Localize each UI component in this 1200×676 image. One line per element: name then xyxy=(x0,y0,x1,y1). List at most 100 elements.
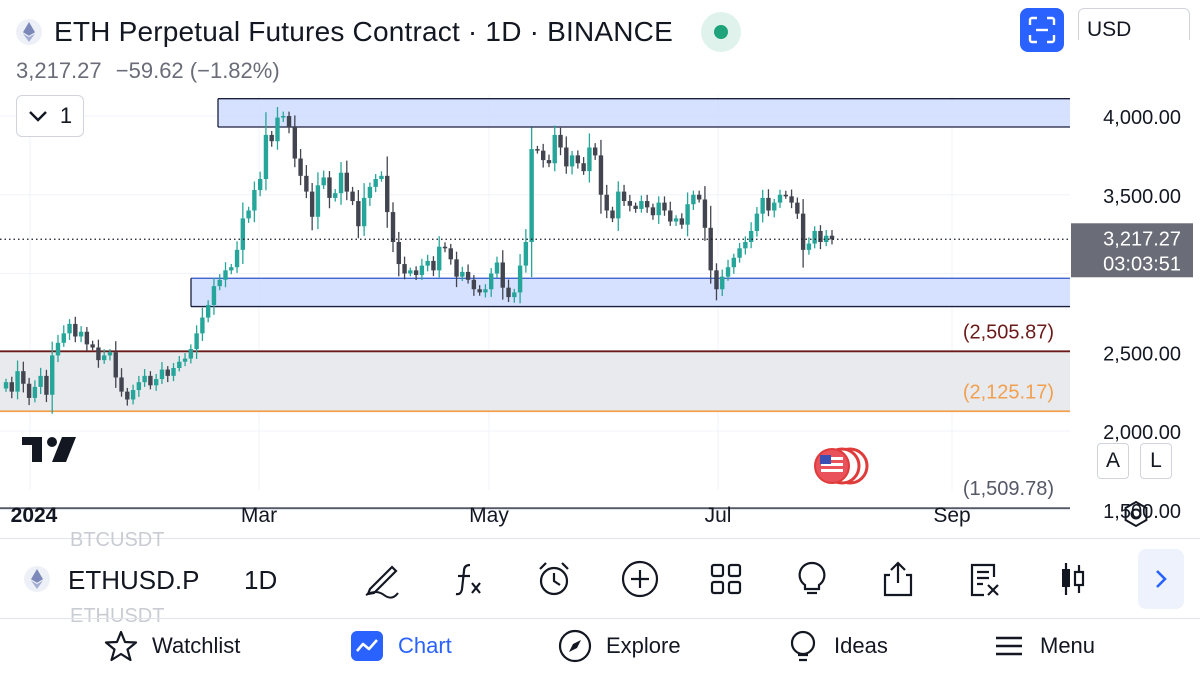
candle-body xyxy=(575,155,581,164)
nav-menu[interactable]: Menu xyxy=(992,629,1095,663)
auto-scale-button[interactable]: A xyxy=(1097,443,1129,479)
candle xyxy=(390,202,396,253)
interval-selector[interactable]: 1D xyxy=(244,565,278,595)
candle xyxy=(800,199,806,268)
indicators-icon[interactable] xyxy=(448,559,488,599)
nav-menu-label: Menu xyxy=(1040,633,1096,658)
candle xyxy=(304,165,309,199)
candle-body xyxy=(789,196,794,203)
candle xyxy=(194,325,199,359)
toolbar-more-button[interactable] xyxy=(1138,549,1184,609)
candle xyxy=(806,237,812,255)
candle-body xyxy=(465,271,471,280)
last-price-tag xyxy=(1071,223,1193,278)
candle-body xyxy=(257,179,263,191)
candle-body xyxy=(650,207,656,216)
candle-body xyxy=(708,227,713,271)
candle xyxy=(315,172,321,230)
candle-body xyxy=(402,264,407,274)
symbol-title[interactable]: ETH Perpetual Futures Contract · 1D · BI… xyxy=(54,16,673,47)
candle-body xyxy=(338,172,344,194)
candle xyxy=(148,371,153,390)
candle xyxy=(829,230,835,245)
candle-body xyxy=(529,149,534,242)
candle-body xyxy=(633,205,638,209)
candle-body xyxy=(437,246,442,271)
candle xyxy=(581,157,586,175)
candle-body xyxy=(315,185,321,217)
candle-body xyxy=(592,147,598,156)
settings-icon[interactable] xyxy=(1122,500,1150,528)
log-scale-button[interactable]: L xyxy=(1140,443,1172,479)
nav-ideas[interactable]: Ideas xyxy=(786,629,888,663)
chart-toolbar: BTCUSDT ETHUSDT ETHUSD.P 1D xyxy=(0,529,1200,627)
candle-body xyxy=(246,210,251,219)
candle xyxy=(743,236,748,255)
nav-explore[interactable]: Explore xyxy=(558,629,681,663)
candle xyxy=(165,366,170,383)
candle-body xyxy=(321,177,326,186)
chart-header: ETH Perpetual Futures Contract · 1D · BI… xyxy=(0,0,1200,95)
remove-drawings-icon[interactable] xyxy=(964,559,1004,599)
fullscreen-button[interactable] xyxy=(1020,8,1064,52)
nav-chart[interactable]: Chart xyxy=(350,629,452,663)
price-chart[interactable]: (2,505.87) (2,125.17) (1,509.78) 4,000.00 3,… xyxy=(0,0,1200,538)
candle-body xyxy=(96,347,101,361)
candle xyxy=(789,189,794,209)
candle xyxy=(333,189,338,202)
candle xyxy=(263,112,269,191)
add-icon[interactable] xyxy=(620,559,660,599)
candle xyxy=(413,266,419,281)
candle xyxy=(217,274,222,291)
candle-body xyxy=(656,202,661,216)
candle-body xyxy=(454,259,459,277)
candle xyxy=(78,326,84,343)
candle-body xyxy=(356,201,361,227)
candle-body xyxy=(512,292,517,298)
candle xyxy=(714,263,719,301)
candle xyxy=(286,111,292,134)
candle-body xyxy=(165,369,170,376)
candle-body xyxy=(182,358,188,362)
candle xyxy=(783,190,788,199)
ideas-lightbulb-icon[interactable] xyxy=(792,559,832,599)
ethereum-logo-icon xyxy=(24,566,50,592)
zone-range xyxy=(0,351,1070,412)
indicator-collapse-button[interactable]: 1 xyxy=(16,95,84,137)
candle-body xyxy=(217,279,222,287)
drawing-tools-icon[interactable] xyxy=(362,559,402,599)
candle xyxy=(234,241,240,273)
candle-body xyxy=(333,193,338,198)
candle xyxy=(725,259,731,281)
candle-body xyxy=(396,242,401,265)
candle xyxy=(246,206,251,223)
candle xyxy=(396,231,401,277)
chart-type-candles-icon[interactable] xyxy=(1052,559,1092,599)
candle xyxy=(696,190,702,203)
candle-body xyxy=(616,191,621,219)
candle xyxy=(766,189,771,217)
alert-clock-icon[interactable] xyxy=(534,559,574,599)
candle-body xyxy=(783,194,788,197)
candle xyxy=(188,344,194,364)
candle-body xyxy=(679,218,685,225)
market-status-indicator[interactable] xyxy=(700,12,741,52)
level-label: (2,125.17) xyxy=(963,381,1054,403)
candle xyxy=(552,125,557,172)
candle-body xyxy=(500,262,505,288)
candle xyxy=(113,341,118,388)
layout-grid-icon[interactable] xyxy=(706,559,746,599)
candle xyxy=(153,373,159,391)
share-icon[interactable] xyxy=(878,559,918,599)
nav-watchlist[interactable]: Watchlist xyxy=(104,629,240,663)
candle-body xyxy=(413,270,419,276)
symbol-selector[interactable]: ETHUSD.P xyxy=(68,565,200,595)
candle xyxy=(691,190,696,210)
candle-body xyxy=(489,273,494,290)
candle xyxy=(685,192,690,237)
tradingview-logo[interactable] xyxy=(22,434,78,464)
candle xyxy=(119,368,124,397)
candle-body xyxy=(598,155,604,195)
candle-body xyxy=(78,331,84,337)
us-economic-events-icon[interactable] xyxy=(812,446,874,486)
